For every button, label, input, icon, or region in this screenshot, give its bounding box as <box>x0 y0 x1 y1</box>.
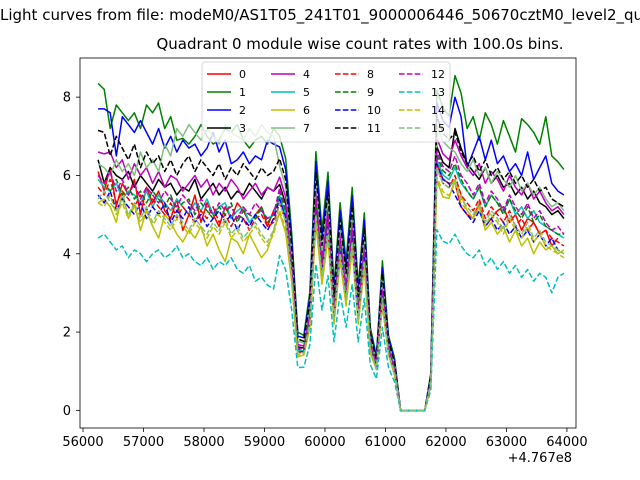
chart-title: Quadrant 0 module wise count rates with … <box>156 35 564 53</box>
legend-label-15: 15 <box>431 122 445 135</box>
series-line-12 <box>97 150 565 412</box>
y-tick-label: 4 <box>63 247 71 262</box>
legend-box <box>201 61 451 143</box>
legend-label-3: 3 <box>239 122 246 135</box>
x-tick-label: 62000 <box>425 435 466 450</box>
series-line-13 <box>97 228 565 412</box>
series-line-15 <box>97 167 565 412</box>
legend-label-11: 11 <box>367 122 381 135</box>
legend-label-2: 2 <box>239 104 246 117</box>
legend-label-0: 0 <box>239 68 246 81</box>
legend-label-6: 6 <box>303 104 310 117</box>
y-tick-label: 2 <box>63 326 71 341</box>
series-line-9 <box>97 154 564 412</box>
y-tick-label: 6 <box>63 169 71 184</box>
x-tick-label: 56000 <box>62 435 103 450</box>
x-tick-label: 58000 <box>183 435 224 450</box>
x-tick-label: 60000 <box>304 435 345 450</box>
legend-label-14: 14 <box>431 104 445 117</box>
x-tick-label: 57000 <box>123 435 164 450</box>
x-tick-label: 64000 <box>546 435 587 450</box>
series-line-11 <box>97 115 565 412</box>
y-tick-label: 8 <box>63 91 71 106</box>
legend-label-9: 9 <box>367 86 374 99</box>
x-tick-label: 59000 <box>244 435 285 450</box>
legend-label-10: 10 <box>367 104 381 117</box>
legend-label-12: 12 <box>431 68 445 81</box>
legend-label-8: 8 <box>367 68 374 81</box>
legend-label-7: 7 <box>303 122 310 135</box>
figure-suptitle: Light curves from file: modeM0/AS1T05_24… <box>0 6 640 24</box>
legend-label-4: 4 <box>303 68 310 81</box>
x-axis-offset-label: +4.767e8 <box>507 451 572 466</box>
legend-label-5: 5 <box>303 86 310 99</box>
x-tick-label: 63000 <box>486 435 527 450</box>
legend-label-13: 13 <box>431 86 445 99</box>
y-tick-label: 0 <box>63 404 71 419</box>
legend-label-1: 1 <box>239 86 246 99</box>
x-tick-label: 61000 <box>365 435 406 450</box>
plot-frame <box>79 57 577 429</box>
